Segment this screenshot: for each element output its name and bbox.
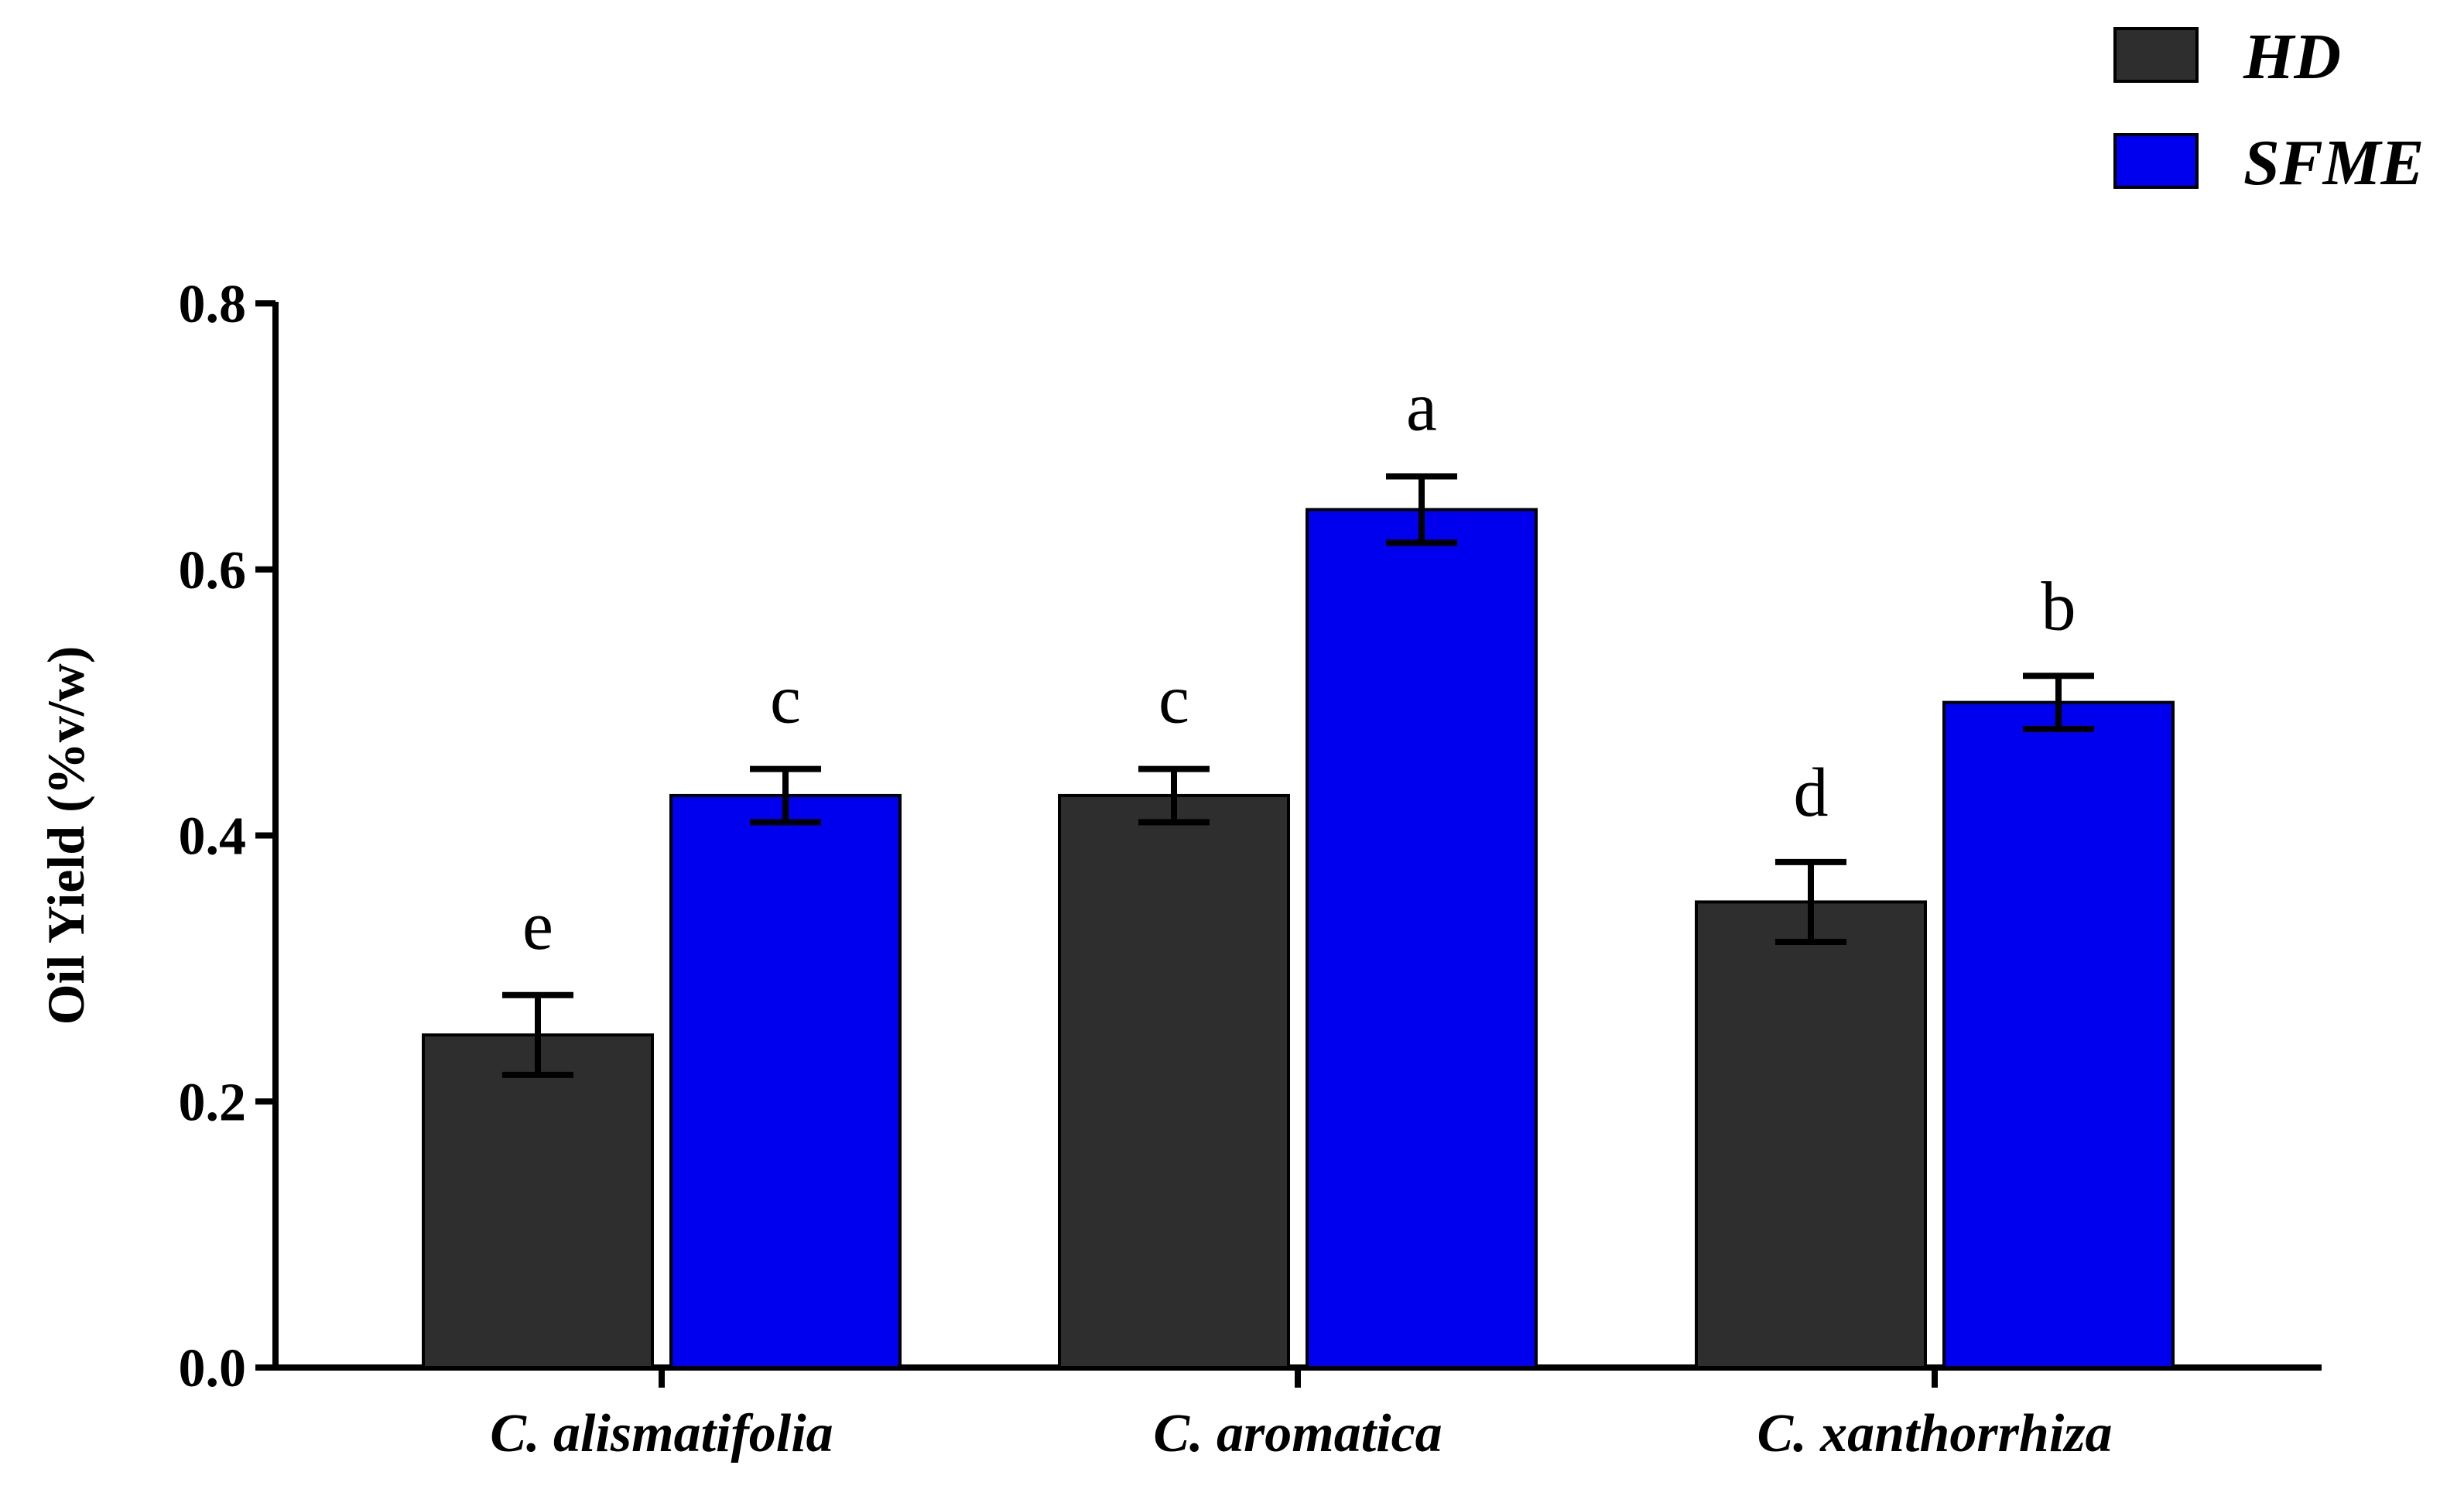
significance-letter: d xyxy=(1794,755,1829,831)
error-bar xyxy=(1138,765,1210,826)
bar-hd-0 xyxy=(422,1033,654,1369)
y-tick-label: 0.8 xyxy=(179,275,247,334)
legend: HD SFME xyxy=(2113,21,2424,199)
error-bar xyxy=(2023,673,2094,732)
error-bar xyxy=(502,991,573,1078)
y-axis-label: Oil Yield (%v/w) xyxy=(36,646,95,1025)
x-tick-label: C. alismatifolia xyxy=(490,1404,833,1463)
legend-swatch-hd xyxy=(2113,27,2199,83)
significance-letter: c xyxy=(1158,662,1189,738)
y-tick-label: 0.2 xyxy=(179,1073,247,1132)
x-tick-label: C. aromatica xyxy=(1153,1404,1442,1463)
significance-letter: a xyxy=(1406,368,1437,445)
x-axis: C. alismatifolia C. aromatica C. xanthorrh… xyxy=(272,1364,2322,1463)
error-bars xyxy=(502,473,2094,1078)
legend-label-sfme: SFME xyxy=(2243,127,2424,199)
x-tick-label: C. xanthorrhiza xyxy=(1757,1404,2112,1463)
bar-sfme-1 xyxy=(1306,508,1538,1369)
significance-letter: e xyxy=(522,888,553,964)
y-tick-label: 0.4 xyxy=(179,807,247,867)
significance-letter: c xyxy=(770,662,801,738)
bar-hd-2 xyxy=(1695,900,1927,1369)
bar-hd-1 xyxy=(1058,793,1290,1369)
error-bar xyxy=(1775,858,1846,945)
significance-letters: e c d c a b xyxy=(522,368,2076,964)
significance-letter: b xyxy=(2041,568,2076,645)
legend-label-hd: HD xyxy=(2243,21,2341,93)
bar-sfme-2 xyxy=(1942,700,2175,1369)
y-tick-label: 0.0 xyxy=(179,1339,247,1398)
bars xyxy=(422,508,2175,1369)
error-bar xyxy=(1386,473,1457,546)
bar-sfme-0 xyxy=(669,793,902,1369)
y-tick-label: 0.6 xyxy=(179,541,247,601)
error-bar xyxy=(750,765,821,826)
y-axis: 0.0 0.2 0.4 0.6 0.8 Oil Yield (%v/w) xyxy=(36,275,279,1398)
legend-swatch-sfme xyxy=(2113,133,2199,189)
